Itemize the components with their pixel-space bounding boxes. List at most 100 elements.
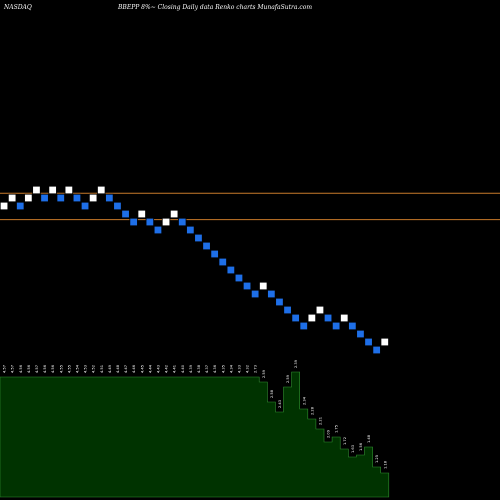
volume-value-label: 2.39	[294, 359, 298, 368]
volume-value-label: 4.40	[181, 364, 185, 373]
volume-value-label: 4.46	[132, 364, 136, 373]
volume-value-label: 1.75	[335, 425, 339, 433]
renko-brick-down	[275, 297, 284, 307]
volume-value-label: 4.55	[67, 365, 71, 373]
volume-value-label: 4.56	[27, 364, 31, 373]
renko-brick-up	[48, 185, 57, 195]
renko-brick-down	[372, 345, 381, 355]
renko-brick-up	[32, 185, 41, 195]
renko-brick-down	[364, 337, 373, 347]
renko-brick-down	[178, 217, 187, 227]
volume-value-label: 1.56	[359, 442, 363, 451]
renko-brick-down	[153, 225, 163, 235]
renko-brick-down	[40, 193, 49, 203]
renko-brick-down	[283, 305, 292, 315]
renko-brick-up	[64, 185, 74, 195]
renko-brick-down	[210, 249, 219, 259]
renko-brick-up	[307, 313, 317, 323]
volume-value-label: 4.34	[229, 364, 233, 373]
volume-value-label: 4.44	[148, 364, 152, 373]
renko-brick-down	[16, 201, 25, 211]
volume-value-label: 2.59	[262, 369, 266, 378]
volume-value-label: 4.38	[197, 364, 201, 373]
renko-brick-down	[323, 313, 333, 323]
volume-value-label: 2.58	[270, 389, 274, 398]
volume-value-label: 4.57	[3, 365, 7, 373]
renko-brick-up	[259, 281, 268, 291]
reference-lines	[0, 192, 500, 221]
renko-brick-down	[356, 329, 365, 339]
volume-value-label: 4.41	[173, 365, 177, 373]
renko-brick-up	[7, 193, 17, 203]
renko-brick-down	[194, 233, 203, 243]
volume-value-label: 4.36	[213, 364, 217, 373]
volume-value-label: 4.49	[108, 364, 112, 373]
renko-brick-down	[348, 321, 357, 331]
renko-brick-down	[234, 273, 244, 283]
chart-title: BBEPP 8%~ Closing Daily data Renko chart…	[118, 4, 313, 11]
renko-brick-up	[161, 217, 171, 227]
volume-value-label: 2.34	[302, 396, 306, 405]
volume-labels: 4.57 4.57 4.56 4.56 4.57 4.56 4.56 4.55 4.55 4.54…	[3, 359, 388, 469]
volume-value-label: 4.52	[92, 365, 96, 373]
renko-brick-up	[340, 313, 349, 323]
volume-value-label: 4.57	[11, 365, 15, 373]
volume-value-label: 4.37	[205, 365, 209, 373]
volume-value-label: 1.72	[343, 437, 347, 445]
volume-value-label: 4.51	[100, 365, 104, 373]
renko-brick-down	[331, 321, 341, 331]
renko-brick-up	[88, 193, 98, 203]
renko-brick-down	[121, 209, 130, 219]
volume-value-label: 4.47	[124, 365, 128, 373]
volume-value-label: 4.33	[237, 365, 241, 373]
renko-brick-down	[202, 241, 211, 251]
volume-value-label: 4.53	[84, 365, 88, 373]
volume-value-label: 4.54	[75, 364, 79, 373]
renko-brick-up	[24, 193, 33, 203]
renko-bricks	[0, 185, 389, 355]
renko-brick-down	[186, 225, 195, 235]
renko-brick-up	[137, 209, 146, 219]
volume-value-label: 4.45	[140, 365, 144, 373]
volume-value-label: 4.56	[19, 364, 23, 373]
volume-value-label: 4.42	[165, 365, 169, 373]
volume-value-label: 1.48	[367, 434, 371, 443]
renko-brick-down	[56, 193, 65, 203]
volume-value-label: 1.25	[375, 455, 379, 463]
volume-value-label: 4.48	[116, 364, 120, 373]
renko-brick-down	[80, 201, 90, 211]
volume-value-label: 4.32	[246, 365, 250, 373]
renko-brick-down	[145, 217, 155, 227]
volume-area	[0, 371, 390, 498]
renko-brick-down	[113, 201, 122, 211]
renko-brick-down	[218, 257, 227, 267]
volume-value-label: 1.18	[383, 460, 387, 469]
volume-value-label: 2.28	[310, 406, 314, 415]
renko-brick-up	[0, 201, 9, 211]
renko-brick-down	[242, 281, 252, 291]
volume-panel	[0, 371, 390, 498]
volume-value-label: 4.43	[156, 365, 160, 373]
renko-brick-down	[105, 193, 114, 203]
renko-brick-up	[315, 305, 325, 315]
renko-brick-down	[72, 193, 82, 203]
volume-value-label: 2.43	[278, 400, 282, 408]
volume-value-label: 4.39	[189, 364, 193, 373]
exchange-label: NASDAQ	[4, 4, 32, 11]
volume-value-label: 4.55	[59, 365, 63, 373]
renko-brick-down	[267, 289, 276, 299]
renko-brick-down	[250, 289, 260, 299]
volume-value-label: 4.56	[43, 364, 47, 373]
renko-brick-up	[380, 337, 389, 347]
volume-value-label: 4.57	[35, 365, 39, 373]
renko-brick-down	[299, 321, 308, 331]
renko-brick-down	[291, 313, 300, 323]
renko-brick-down	[226, 265, 236, 275]
renko-brick-down	[129, 217, 138, 227]
volume-value-label: 4.56	[51, 364, 55, 373]
volume-value-label: 2.09	[327, 429, 331, 438]
volume-value-label: 2.21	[318, 417, 322, 425]
volume-value-label: 2.59	[286, 374, 290, 383]
volume-value-label: 4.35	[221, 365, 225, 373]
